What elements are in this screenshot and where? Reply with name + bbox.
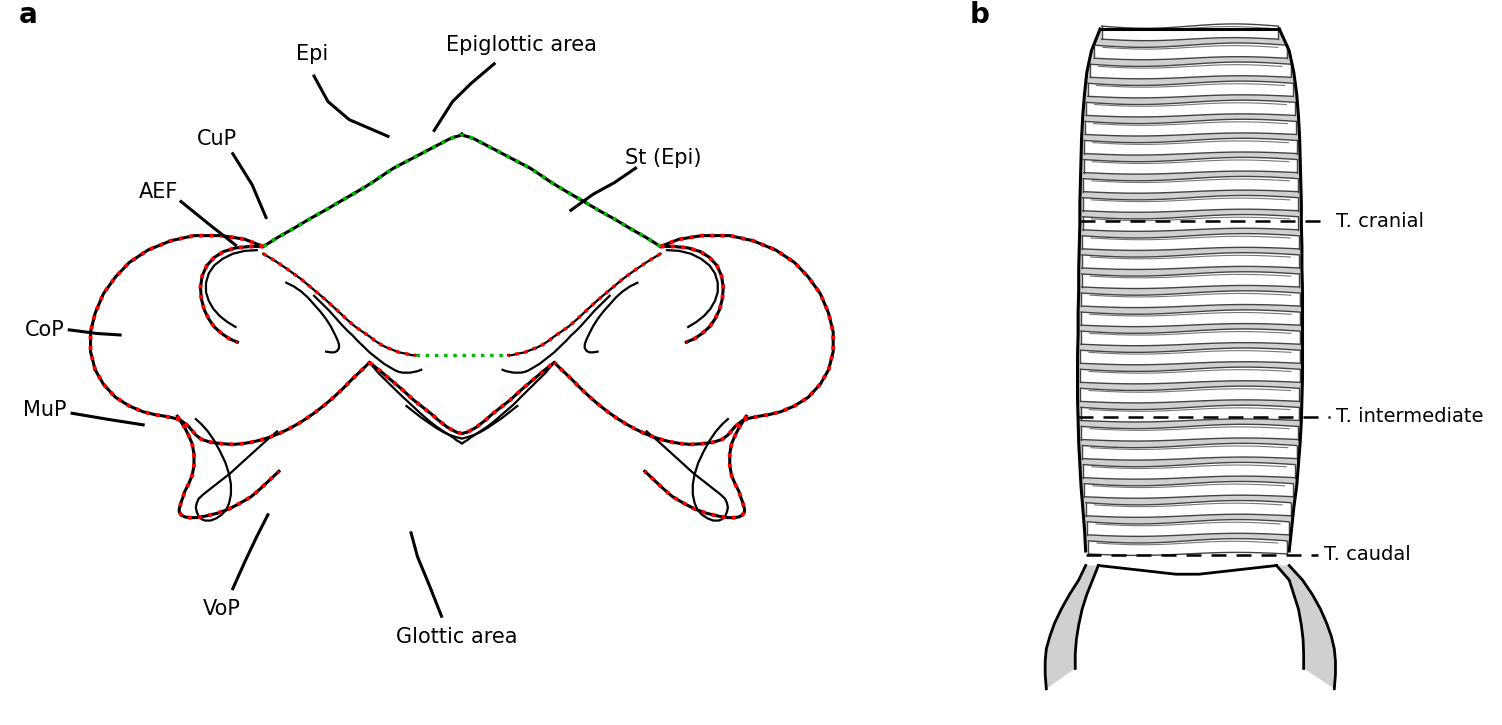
- Polygon shape: [1083, 215, 1298, 231]
- Text: St (Epi): St (Epi): [625, 148, 701, 168]
- Text: AEF: AEF: [140, 182, 179, 202]
- Polygon shape: [1081, 329, 1299, 346]
- Polygon shape: [1083, 463, 1295, 479]
- Text: Glottic area: Glottic area: [397, 626, 518, 647]
- Polygon shape: [1093, 43, 1287, 59]
- Polygon shape: [1086, 500, 1290, 518]
- Text: a: a: [18, 1, 38, 29]
- Text: b: b: [970, 1, 990, 29]
- Polygon shape: [1084, 119, 1296, 136]
- Polygon shape: [1081, 310, 1299, 327]
- Polygon shape: [1081, 253, 1299, 270]
- Polygon shape: [1077, 29, 1302, 551]
- Polygon shape: [1045, 566, 1098, 689]
- Polygon shape: [1081, 424, 1298, 441]
- Polygon shape: [1080, 386, 1299, 403]
- Polygon shape: [1084, 138, 1296, 155]
- Text: T. intermediate: T. intermediate: [1337, 407, 1484, 426]
- Polygon shape: [1089, 539, 1287, 555]
- Polygon shape: [1080, 367, 1299, 384]
- Polygon shape: [1081, 272, 1299, 289]
- Text: T. cranial: T. cranial: [1337, 212, 1424, 231]
- Text: T. caudal: T. caudal: [1323, 545, 1410, 564]
- Text: CoP: CoP: [24, 320, 65, 340]
- Polygon shape: [1086, 100, 1295, 117]
- Polygon shape: [1101, 24, 1278, 41]
- Polygon shape: [1087, 81, 1293, 98]
- Text: VoP: VoP: [203, 599, 240, 619]
- Polygon shape: [1083, 176, 1298, 193]
- Polygon shape: [1081, 444, 1296, 460]
- Text: Epi: Epi: [296, 44, 329, 65]
- Polygon shape: [1084, 157, 1298, 174]
- Polygon shape: [1083, 233, 1299, 250]
- Text: Epiglottic area: Epiglottic area: [446, 35, 598, 55]
- Polygon shape: [1084, 481, 1293, 498]
- Text: CuP: CuP: [197, 129, 237, 149]
- Polygon shape: [1080, 348, 1299, 365]
- Polygon shape: [1090, 62, 1290, 79]
- Polygon shape: [1081, 291, 1299, 307]
- Polygon shape: [1081, 405, 1299, 422]
- Polygon shape: [1087, 520, 1289, 536]
- Polygon shape: [1277, 566, 1335, 689]
- Text: MuP: MuP: [23, 399, 66, 420]
- Polygon shape: [1083, 196, 1298, 212]
